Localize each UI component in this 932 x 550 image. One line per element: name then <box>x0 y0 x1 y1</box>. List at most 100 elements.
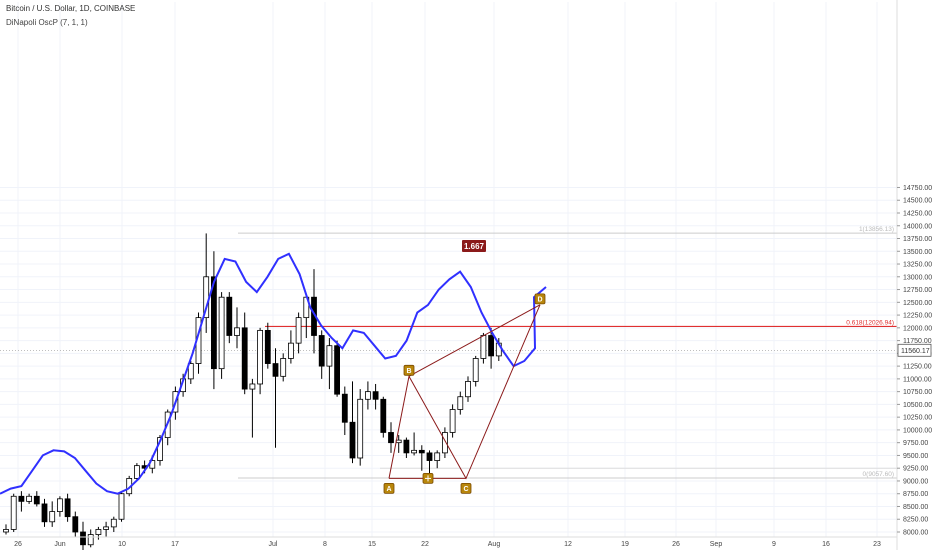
y-tick-label: 13750.00 <box>903 236 932 243</box>
pattern-point-label: A <box>386 486 391 493</box>
candle-body <box>403 439 410 454</box>
pattern-ratio-bg <box>462 240 486 252</box>
candle-body <box>411 449 418 454</box>
y-tick-label: 10750.00 <box>903 389 932 396</box>
y-tick-label: 11750.00 <box>903 338 932 345</box>
candle-body <box>449 409 456 433</box>
y-tick-label: 10250.00 <box>903 415 932 422</box>
y-tick-label: 11250.00 <box>903 364 932 371</box>
pattern-point-badge <box>403 364 415 376</box>
x-tick-label: 9 <box>772 541 776 548</box>
y-tick-label: 13250.00 <box>903 262 932 269</box>
candle <box>364 381 371 410</box>
candle-body <box>103 526 109 530</box>
x-tick-label: Jun <box>54 541 65 548</box>
candle <box>195 312 202 374</box>
candle <box>326 338 333 390</box>
candle-body <box>395 439 402 444</box>
candle-body <box>434 452 441 461</box>
candle-body <box>480 335 487 359</box>
candle-body <box>326 345 333 367</box>
candle <box>380 396 387 438</box>
x-tick-label: 22 <box>421 541 429 548</box>
candle <box>465 376 471 402</box>
candle-body <box>287 342 294 359</box>
candle-body <box>426 452 433 461</box>
y-tick-label: 9250.00 <box>903 466 928 473</box>
candle <box>480 332 487 364</box>
candle-body <box>49 511 56 523</box>
pattern-bd-line <box>408 304 541 377</box>
pattern-point-d: D <box>534 293 546 305</box>
x-tick-label: Jul <box>269 541 278 548</box>
fib-level-label: 1(13856.13) <box>859 226 894 233</box>
candle-body <box>249 383 256 390</box>
candle-body <box>226 296 233 336</box>
candle-body <box>241 327 248 390</box>
candle-body <box>441 432 448 454</box>
candle <box>426 450 433 474</box>
candle <box>488 327 495 369</box>
candle <box>388 422 394 453</box>
candle-body <box>118 493 125 520</box>
candle <box>257 327 264 395</box>
candle <box>449 404 456 438</box>
current-price-badge: 11560.17 <box>897 343 932 357</box>
candle-body <box>64 498 71 518</box>
candle <box>357 389 364 466</box>
candle <box>441 427 448 458</box>
y-tick-label: 14500.00 <box>903 198 932 205</box>
candle <box>241 312 248 395</box>
x-tick-label: 19 <box>621 541 629 548</box>
y-tick-label: 9500.00 <box>903 453 928 460</box>
candle <box>10 493 17 532</box>
candle-body <box>10 495 17 530</box>
candle-body <box>388 432 394 444</box>
y-tick-label: 8000.00 <box>903 530 928 537</box>
pattern-point-b: B <box>403 364 415 376</box>
candle <box>403 437 410 458</box>
candle <box>203 233 210 333</box>
candle <box>457 391 464 415</box>
fib-level-label: 0.618(12026.94) <box>846 319 894 326</box>
candle-body <box>318 335 325 367</box>
pattern-ratio-badge: 1.667 <box>462 240 486 252</box>
candle <box>434 450 441 469</box>
candle-body <box>95 529 102 535</box>
chart-title: Bitcoin / U.S. Dollar, 1D, COINBASE <box>6 4 136 13</box>
candle <box>118 491 125 522</box>
candle <box>272 348 279 448</box>
candle <box>87 529 94 548</box>
candle-body <box>33 495 40 505</box>
y-tick-label: 8750.00 <box>903 491 928 498</box>
y-tick-label: 12500.00 <box>903 300 932 307</box>
candle <box>234 307 240 349</box>
candle <box>80 521 86 550</box>
x-tick-label: 26 <box>672 541 680 548</box>
candle <box>49 501 56 527</box>
y-tick-label: 13000.00 <box>903 274 932 281</box>
candle-body <box>380 398 387 433</box>
y-tick-label: 14750.00 <box>903 185 932 192</box>
candle <box>18 491 25 512</box>
candle <box>280 353 287 382</box>
candle-body <box>3 529 9 533</box>
candle-body <box>334 345 341 395</box>
pattern-point-badge <box>460 483 472 494</box>
candle <box>249 378 256 438</box>
candle-body <box>418 449 425 454</box>
candle <box>133 463 140 481</box>
pattern-point-label: D <box>537 296 542 303</box>
candle-body <box>257 329 264 385</box>
candle <box>264 322 271 369</box>
candle-body <box>133 465 140 479</box>
candle-body <box>26 495 33 502</box>
candle-body <box>349 421 356 459</box>
current-price-badge-text: 11560.17 <box>901 348 930 355</box>
y-tick-label: 14250.00 <box>903 210 932 217</box>
y-tick-label: 12750.00 <box>903 287 932 294</box>
candle <box>372 383 379 410</box>
y-tick-label: 9750.00 <box>903 440 928 447</box>
candle <box>95 526 102 540</box>
